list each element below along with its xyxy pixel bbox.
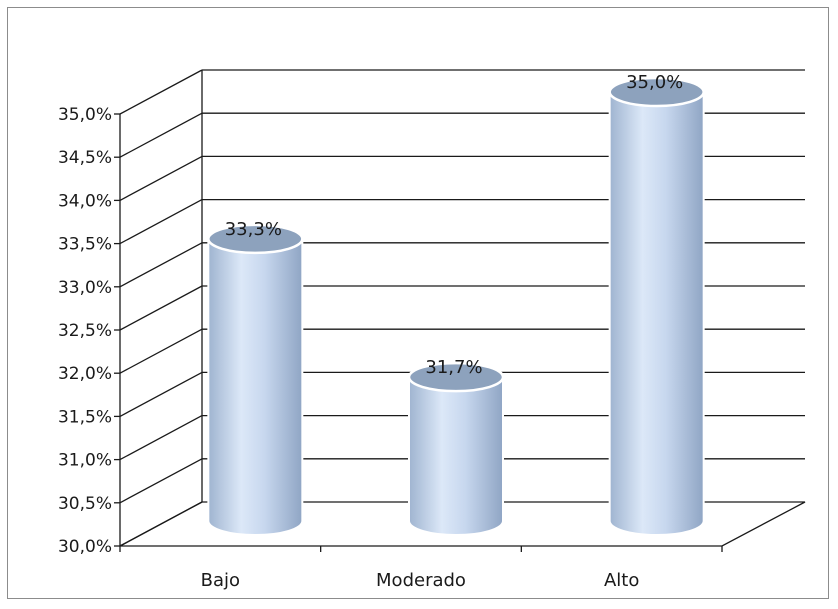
bar	[608, 76, 705, 536]
y-tick-label: 32,0%	[58, 364, 112, 384]
gridline-side	[119, 415, 203, 461]
data-label: 31,7%	[425, 357, 482, 378]
category-label: Moderado	[376, 570, 466, 591]
y-tick-label: 31,5%	[58, 407, 112, 427]
gridline-side	[119, 112, 203, 158]
y-tick-label: 34,0%	[58, 191, 112, 211]
axes	[114, 113, 723, 552]
y-tick-label: 32,5%	[58, 321, 112, 341]
gridline-side	[119, 69, 203, 115]
gridline-side	[119, 371, 203, 417]
data-label: 35,0%	[626, 72, 683, 93]
bar-top	[407, 361, 505, 393]
y-tick-label: 33,0%	[58, 278, 112, 298]
bar-body	[207, 237, 304, 536]
bar-body	[608, 91, 705, 536]
y-tick-label: 30,5%	[58, 494, 112, 514]
category-label: Alto	[604, 570, 639, 591]
bars	[207, 76, 705, 536]
bar	[207, 223, 304, 536]
y-tick-label: 30,0%	[58, 537, 112, 557]
data-label: 33,3%	[225, 219, 282, 240]
gridline-side	[119, 285, 203, 331]
gridline-side	[119, 458, 203, 504]
bar-top	[608, 76, 705, 108]
labels: 30,0% 30,5% 31,0% 31,5% 32,0% 32,5% 33,0% 33,5%…	[58, 72, 683, 591]
gridline-side	[119, 328, 203, 374]
gridline-side	[119, 242, 203, 288]
y-tick-label: 35,0%	[58, 105, 112, 125]
bar-top	[207, 223, 304, 255]
bar-body	[408, 376, 504, 536]
category-label: Bajo	[201, 570, 240, 591]
y-tick-label: 31,0%	[58, 451, 112, 471]
gridline-side	[119, 199, 203, 245]
y-tick-label: 33,5%	[58, 235, 112, 255]
y-tick-label: 34,5%	[58, 148, 112, 168]
gridline-side	[119, 155, 203, 201]
bar	[407, 361, 505, 536]
